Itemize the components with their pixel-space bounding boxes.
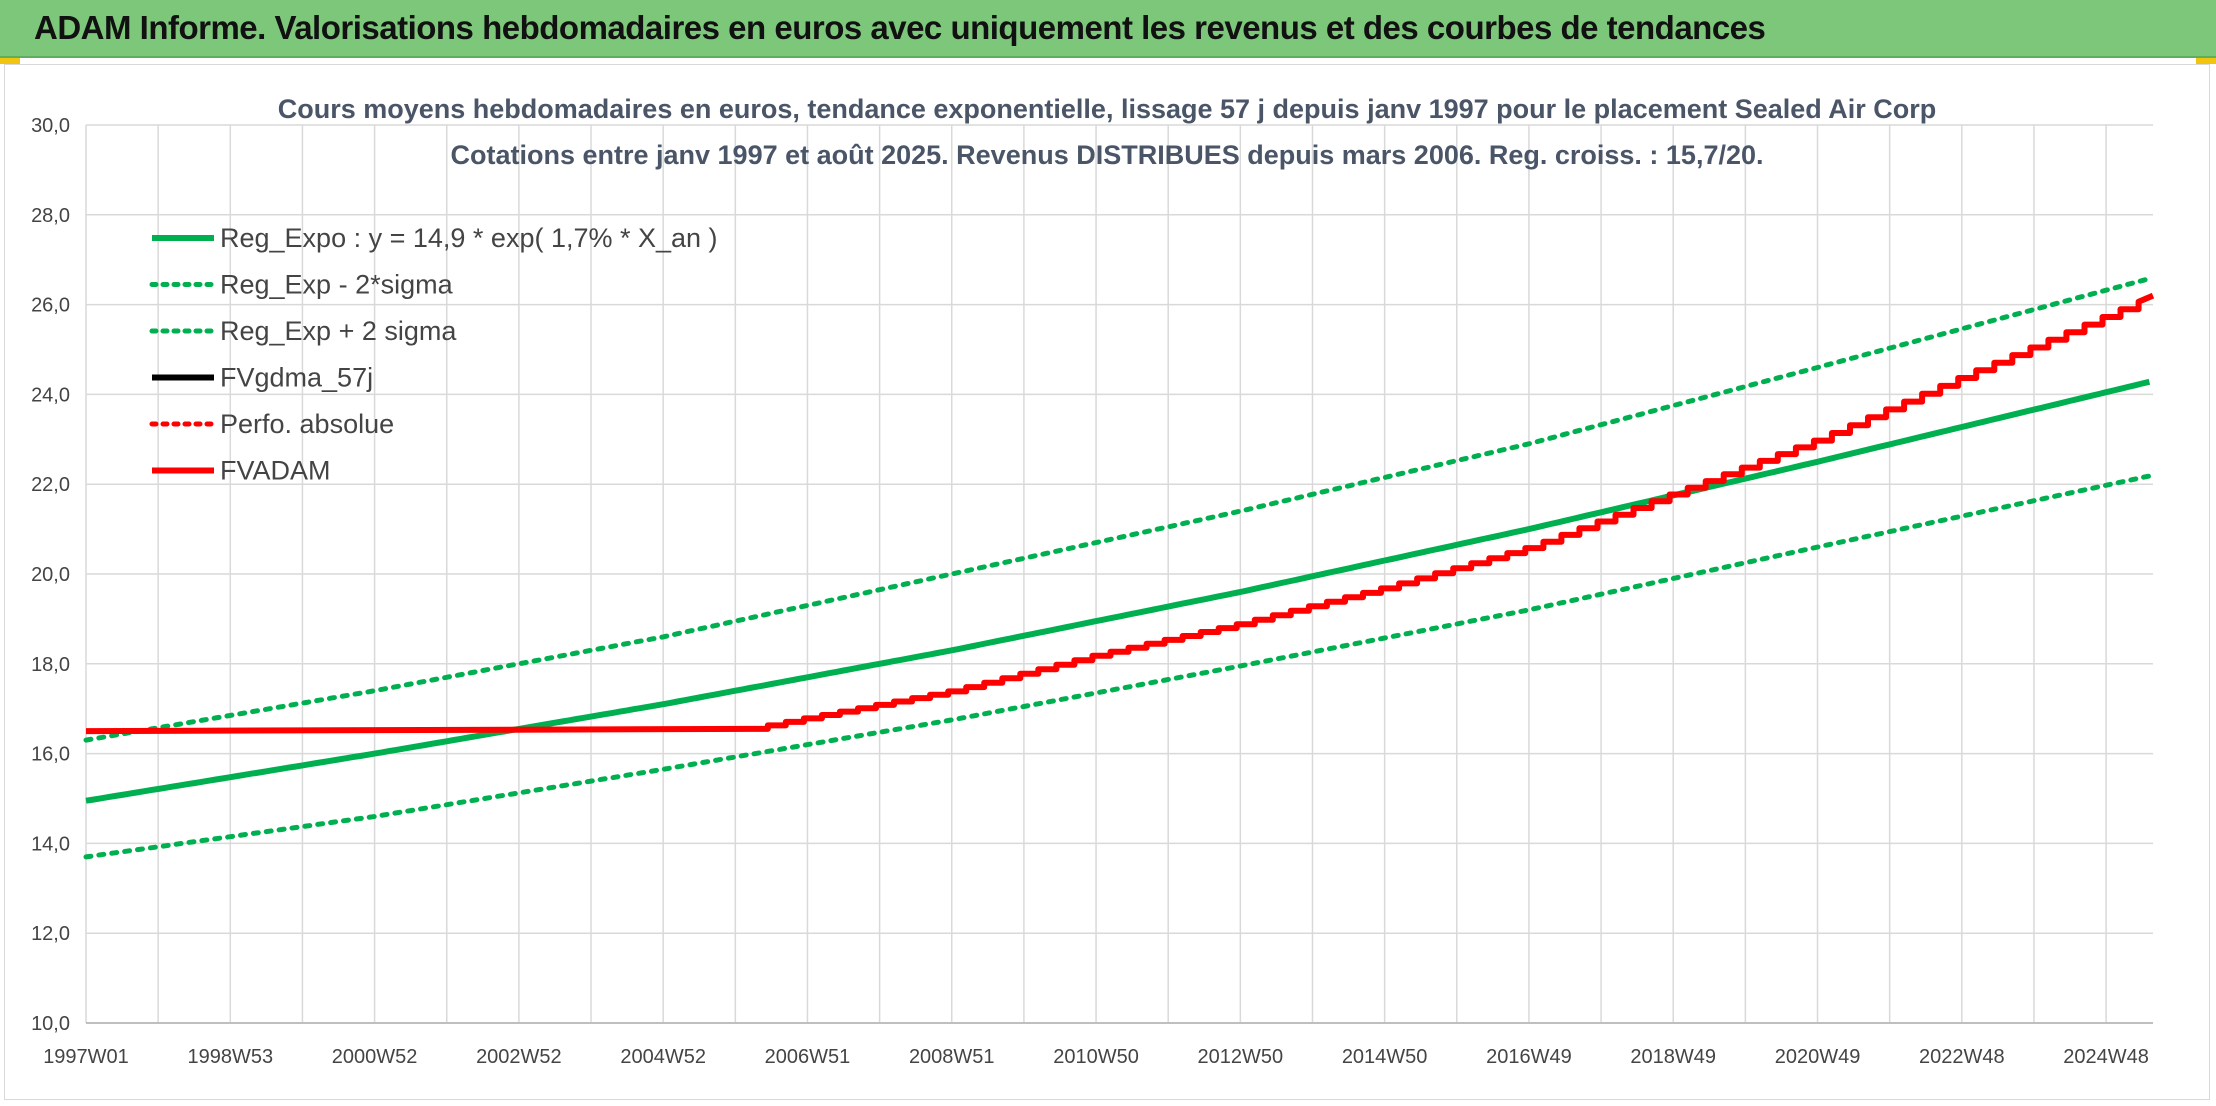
series-reg-exp-2-sigma (83, 473, 2152, 860)
y-tick-label: 20,0 (31, 564, 70, 586)
x-tick-label: 2024W48 (2063, 1046, 2149, 1068)
y-tick-label: 24,0 (31, 384, 70, 406)
x-tick-label: 2014W50 (1342, 1046, 1428, 1068)
x-tick-label: 2008W51 (909, 1046, 995, 1068)
y-tick-label: 30,0 (31, 115, 70, 137)
grid (85, 124, 2153, 1024)
legend-label: FVADAM (220, 456, 331, 486)
x-tick-label: 2002W52 (476, 1046, 562, 1068)
corner-marker-left (0, 58, 20, 64)
x-tick-label: 1997W01 (43, 1046, 129, 1068)
chart-title-line-1: Cours moyens hebdomadaires en euros, ten… (278, 94, 1937, 124)
y-tick-label: 16,0 (31, 744, 70, 766)
chart-panel: 10,0 12,0 14,0 16,0 18,0 20,0 22,0 24,0 26,0 28,0… (4, 64, 2210, 1100)
line-chart: 10,0 12,0 14,0 16,0 18,0 20,0 22,0 24,0 26,0 28,0… (31, 94, 2155, 1068)
legend-label: Perfo. absolue (220, 409, 394, 439)
y-tick-label: 26,0 (31, 295, 70, 317)
x-tick-label: 2018W49 (1630, 1046, 1716, 1068)
chart-title: Cours moyens hebdomadaires en euros, ten… (278, 94, 1937, 170)
legend-label: Reg_Exp + 2 sigma (220, 316, 457, 346)
x-tick-label: 2000W52 (332, 1046, 418, 1068)
x-tick-label: 2016W49 (1486, 1046, 1572, 1068)
axes: 10,0 12,0 14,0 16,0 18,0 20,0 22,0 24,0 26,0 28,0… (31, 115, 2153, 1068)
legend-label: Reg_Expo : y = 14,9 * exp( 1,7% * X_an ) (220, 223, 718, 253)
series-reg-expo-y-14-9-exp-1-7-x-an (85, 378, 2151, 804)
report-banner: ADAM Informe. Valorisations hebdomadaire… (0, 0, 2216, 58)
legend: Reg_Expo : y = 14,9 * exp( 1,7% * X_an )… (149, 223, 718, 486)
x-tick-label: 2020W49 (1775, 1046, 1861, 1068)
banner-title: ADAM Informe. Valorisations hebdomadaire… (34, 9, 1766, 46)
y-tick-label: 12,0 (31, 923, 70, 945)
x-tick-label: 2012W50 (1198, 1046, 1284, 1068)
x-tick-label: 2010W50 (1053, 1046, 1139, 1068)
legend-label: FVgdma_57j (220, 363, 373, 393)
y-tick-label: 14,0 (31, 833, 70, 855)
chart-title-line-2: Cotations entre janv 1997 et août 2025. … (450, 140, 1763, 170)
x-tick-label: 2022W48 (1919, 1046, 2005, 1068)
legend-label: Reg_Exp - 2*sigma (220, 270, 454, 300)
y-tick-label: 22,0 (31, 474, 70, 496)
corner-marker-right (2196, 58, 2216, 64)
series (83, 276, 2155, 860)
series-fvadam (85, 292, 2155, 735)
x-tick-label: 2004W52 (620, 1046, 706, 1068)
x-tick-label: 2006W51 (765, 1046, 851, 1068)
x-tick-label: 1998W53 (187, 1046, 273, 1068)
y-tick-label: 10,0 (31, 1013, 70, 1035)
y-tick-label: 18,0 (31, 654, 70, 676)
y-tick-label: 28,0 (31, 205, 70, 227)
series-reg-exp-2-sigma (83, 276, 2152, 743)
